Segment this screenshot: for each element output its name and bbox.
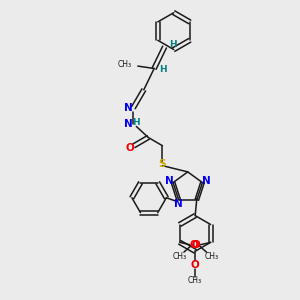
Text: O: O: [191, 260, 200, 270]
Text: H: H: [159, 65, 166, 74]
Text: O: O: [125, 142, 134, 152]
Text: N: N: [124, 103, 133, 113]
Text: N: N: [164, 176, 173, 186]
Text: H: H: [169, 40, 177, 49]
Text: H: H: [133, 118, 140, 127]
Text: N: N: [174, 199, 183, 209]
Text: S: S: [159, 159, 166, 169]
Text: N: N: [124, 119, 133, 129]
Text: N: N: [202, 176, 211, 186]
Text: O: O: [190, 240, 198, 250]
Text: O: O: [192, 240, 201, 250]
Text: CH₃: CH₃: [204, 251, 218, 260]
Text: CH₃: CH₃: [188, 277, 202, 286]
Text: CH₃: CH₃: [173, 251, 187, 260]
Text: CH₃: CH₃: [117, 60, 131, 69]
